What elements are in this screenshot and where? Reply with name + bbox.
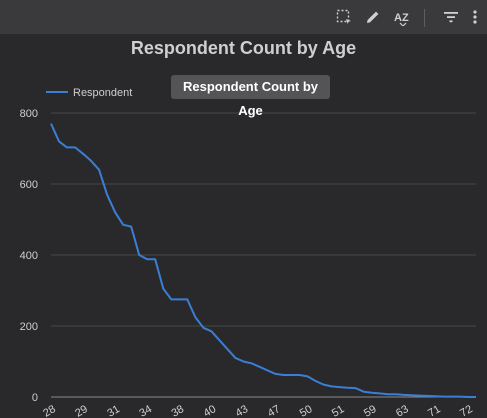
legend-label: Respondent (73, 87, 132, 99)
x-tick-label: 31 (105, 403, 122, 418)
y-tick-label: 400 (20, 250, 38, 262)
chart-title-tooltip: Respondent Count by Age (171, 75, 330, 99)
x-tick-label: 43 (234, 403, 251, 418)
legend: Respondent (46, 87, 132, 99)
x-tick-label: 63 (394, 403, 411, 418)
x-tick-label: 40 (202, 403, 219, 418)
x-tick-label: 72 (458, 403, 475, 418)
x-axis: 28 29 31 34 38 40 43 47 50 51 59 63 71 72 (41, 403, 475, 418)
y-tick-label: 200 (20, 321, 38, 333)
y-tick-label: 600 (20, 179, 38, 191)
y-tick-label: 800 (20, 108, 38, 120)
x-tick-label: 47 (266, 403, 283, 418)
x-tick-label: 34 (137, 403, 154, 418)
x-tick-label: 29 (73, 403, 90, 418)
x-tick-label: 38 (169, 403, 186, 418)
y-axis: 0 200 400 600 800 (20, 108, 38, 404)
x-tick-label: 59 (362, 403, 379, 418)
chart-grid (51, 113, 476, 397)
x-tick-label: 28 (41, 403, 58, 418)
y-tick-label: 0 (32, 392, 38, 404)
respondent-line (51, 124, 476, 397)
x-tick-label: 51 (330, 403, 347, 418)
series-layer (51, 124, 476, 397)
x-tick-label: 71 (426, 403, 443, 418)
x-tick-label: 50 (298, 403, 315, 418)
